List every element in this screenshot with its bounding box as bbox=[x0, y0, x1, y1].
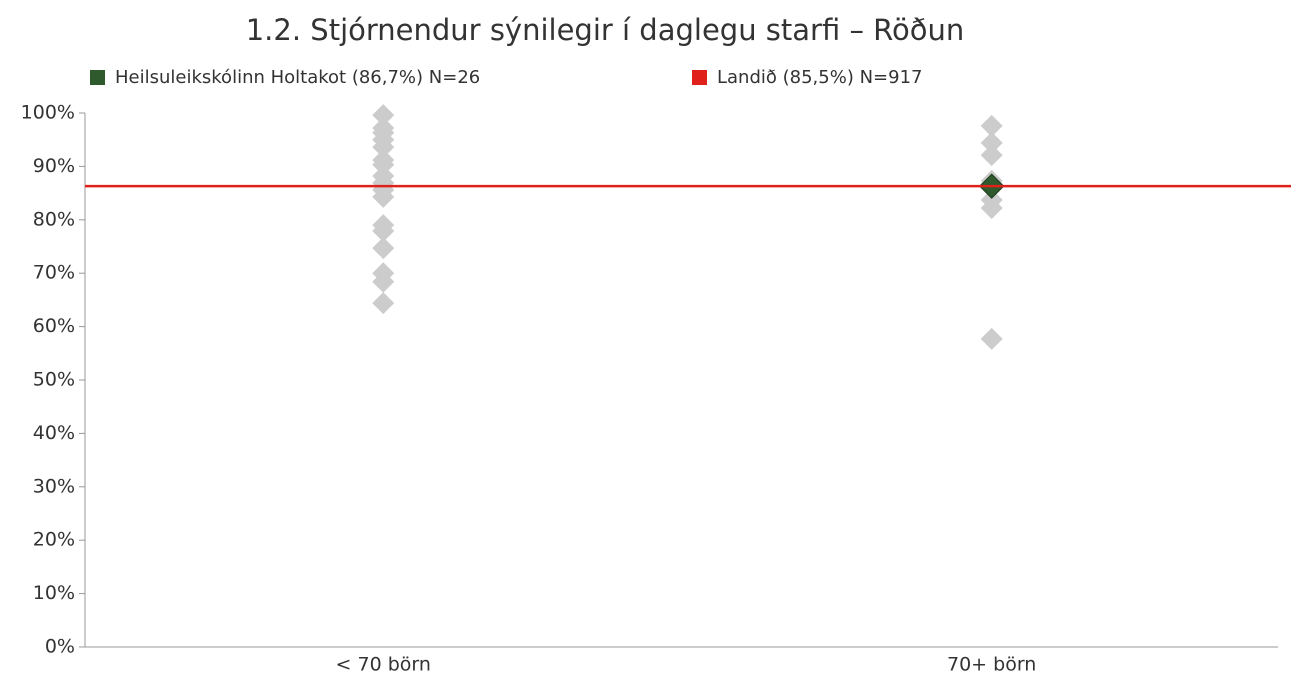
y-tick-label: 90% bbox=[33, 155, 75, 177]
background-point bbox=[372, 153, 395, 176]
y-tick-label: 70% bbox=[33, 262, 75, 284]
y-tick-label: 50% bbox=[33, 369, 75, 391]
y-tick-label: 0% bbox=[45, 636, 75, 658]
x-tick-label: < 70 börn bbox=[336, 654, 431, 675]
legend-marker bbox=[692, 70, 707, 85]
background-point bbox=[980, 144, 1003, 167]
background-point bbox=[372, 270, 395, 293]
y-tick-label: 20% bbox=[33, 529, 75, 551]
legend-label: Heilsuleikskólinn Holtakot (86,7%) N=26 bbox=[115, 67, 480, 88]
y-tick-label: 40% bbox=[33, 422, 75, 444]
legend-marker bbox=[90, 70, 105, 85]
background-point bbox=[372, 220, 395, 243]
y-tick-label: 30% bbox=[33, 475, 75, 497]
background-point bbox=[980, 131, 1003, 154]
background-point bbox=[372, 292, 395, 315]
background-point bbox=[372, 185, 395, 208]
background-point bbox=[372, 237, 395, 260]
background-point bbox=[980, 197, 1003, 220]
background-point bbox=[372, 136, 395, 159]
background-point bbox=[980, 327, 1003, 350]
legend-label: Landið (85,5%) N=917 bbox=[717, 67, 922, 88]
chart-title: 1.2. Stjórnendur sýnilegir í daglegu sta… bbox=[246, 13, 965, 47]
y-tick-label: 60% bbox=[33, 315, 75, 337]
background-point bbox=[980, 114, 1003, 137]
y-tick-label: 100% bbox=[21, 102, 75, 124]
y-tick-label: 10% bbox=[33, 582, 75, 604]
y-tick-label: 80% bbox=[33, 208, 75, 230]
x-tick-label: 70+ börn bbox=[947, 654, 1036, 675]
background-point bbox=[372, 104, 395, 127]
